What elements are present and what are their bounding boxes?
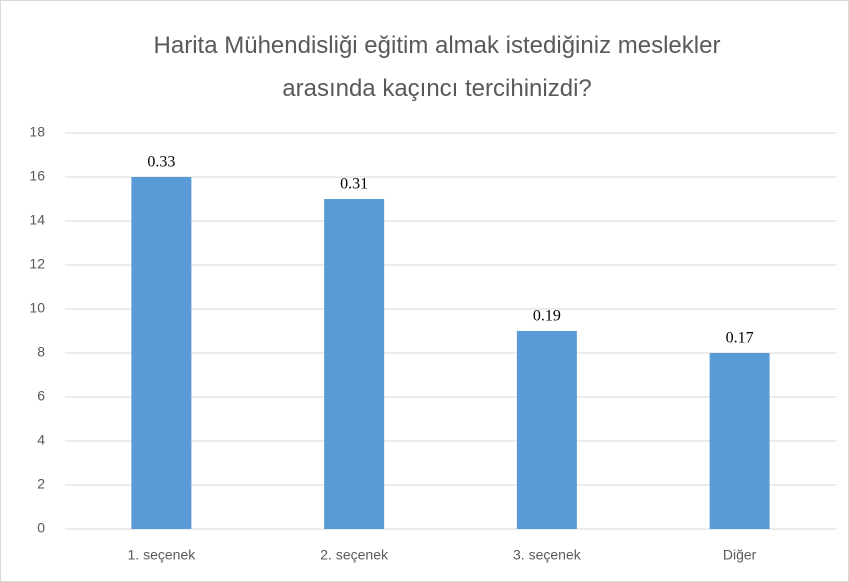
- y-tick-label: 6: [37, 388, 45, 404]
- data-label: 0.19: [533, 308, 561, 325]
- y-tick-label: 18: [29, 124, 45, 140]
- data-label: 0.17: [726, 330, 754, 347]
- bar: [324, 199, 385, 529]
- y-tick-label: 14: [29, 212, 45, 228]
- y-tick-label: 16: [29, 168, 45, 184]
- chart-title: Harita Mühendisliği eğitim almak istediğ…: [153, 32, 721, 102]
- x-tick-label: 3. seçenek: [513, 547, 582, 563]
- x-tick-label: 1. seçenek: [128, 547, 197, 563]
- data-label: 0.31: [340, 176, 368, 193]
- y-tick-label: 12: [29, 256, 45, 272]
- bar: [709, 353, 770, 529]
- data-label: 0.33: [147, 154, 175, 171]
- bar: [516, 331, 577, 529]
- x-tick-label: Diğer: [723, 547, 757, 563]
- bar: [131, 177, 192, 529]
- y-tick-label: 0: [37, 520, 45, 536]
- y-tick-label: 4: [37, 432, 45, 448]
- y-tick-label: 8: [37, 344, 45, 360]
- y-tick-label: 2: [37, 476, 45, 492]
- x-tick-label: 2. seçenek: [320, 547, 389, 563]
- y-tick-label: 10: [29, 300, 45, 316]
